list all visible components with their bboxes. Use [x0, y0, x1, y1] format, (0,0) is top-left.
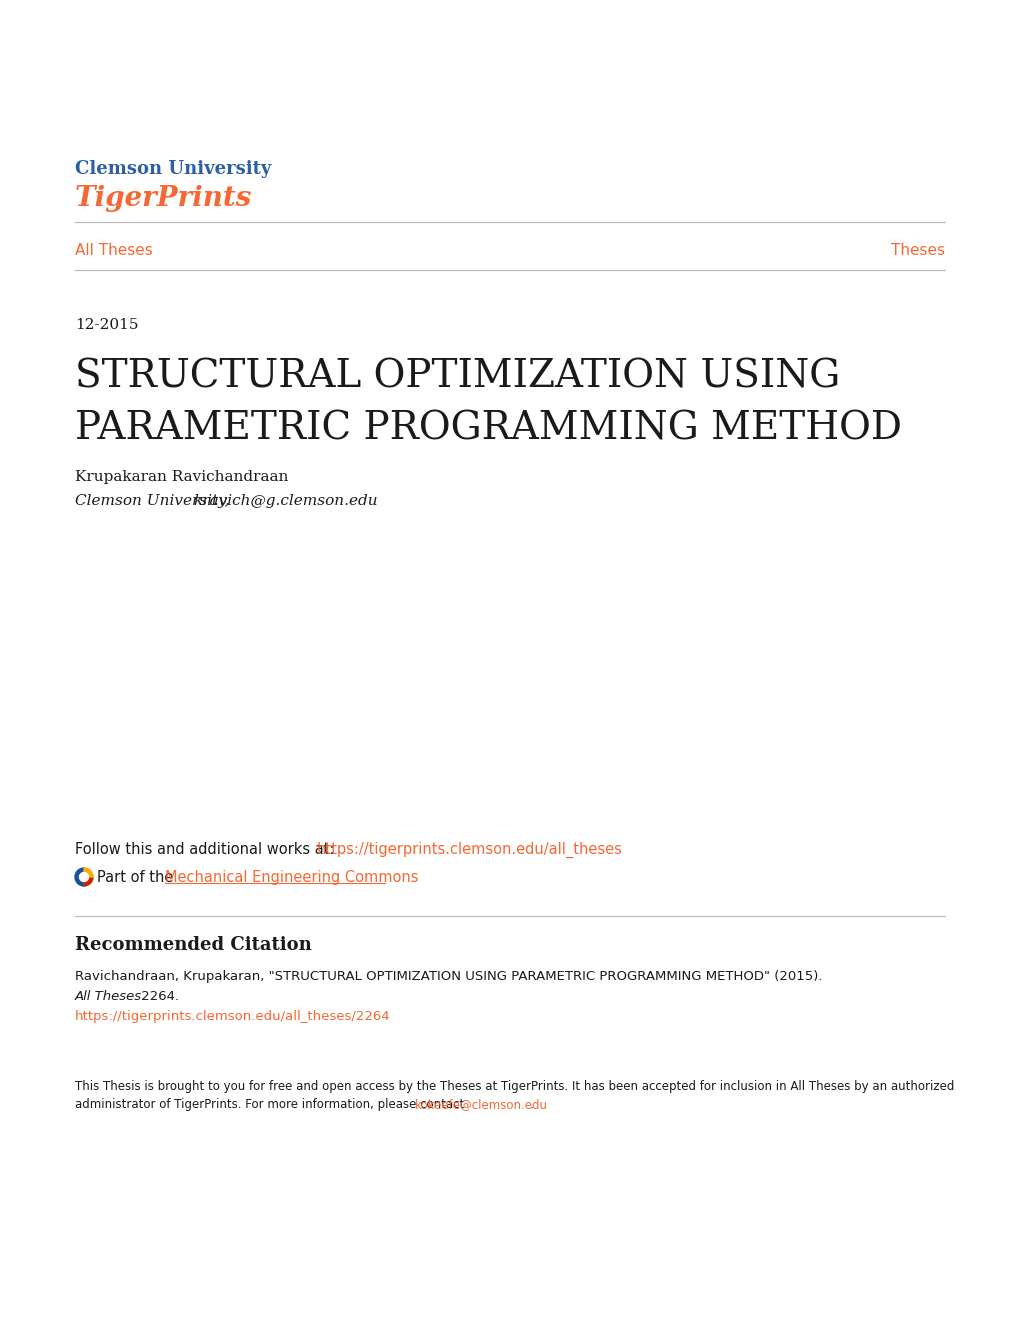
Text: STRUCTURAL OPTIMIZATION USING: STRUCTURAL OPTIMIZATION USING	[75, 358, 840, 395]
Text: Part of the: Part of the	[97, 870, 178, 884]
Text: Theses: Theses	[891, 243, 944, 257]
Wedge shape	[84, 869, 93, 876]
Text: administrator of TigerPrints. For more information, please contact: administrator of TigerPrints. For more i…	[75, 1098, 468, 1111]
Text: kravich@g.clemson.edu: kravich@g.clemson.edu	[193, 494, 377, 508]
Text: .: .	[530, 1098, 533, 1111]
Text: 12-2015: 12-2015	[75, 318, 139, 333]
Text: kokeefe@clemson.edu: kokeefe@clemson.edu	[415, 1098, 547, 1111]
Text: All Theses: All Theses	[75, 243, 153, 257]
Text: All Theses.: All Theses.	[75, 990, 147, 1003]
Circle shape	[79, 873, 89, 882]
Text: Clemson University,: Clemson University,	[75, 494, 234, 508]
Text: 2264.: 2264.	[137, 990, 179, 1003]
Text: Krupakaran Ravichandraan: Krupakaran Ravichandraan	[75, 470, 288, 484]
Text: TigerPrints: TigerPrints	[75, 185, 252, 213]
Text: This Thesis is brought to you for free and open access by the Theses at TigerPri: This Thesis is brought to you for free a…	[75, 1080, 954, 1093]
Text: https://tigerprints.clemson.edu/all_theses/2264: https://tigerprints.clemson.edu/all_thes…	[75, 1010, 390, 1023]
Text: Follow this and additional works at:: Follow this and additional works at:	[75, 842, 338, 857]
Wedge shape	[84, 876, 93, 886]
Text: Recommended Citation: Recommended Citation	[75, 936, 312, 954]
Text: Ravichandraan, Krupakaran, "STRUCTURAL OPTIMIZATION USING PARAMETRIC PROGRAMMING: Ravichandraan, Krupakaran, "STRUCTURAL O…	[75, 970, 821, 983]
Text: Clemson University: Clemson University	[75, 160, 271, 178]
Text: https://tigerprints.clemson.edu/all_theses: https://tigerprints.clemson.edu/all_thes…	[317, 842, 623, 858]
Text: Mechanical Engineering Commons: Mechanical Engineering Commons	[165, 870, 418, 884]
Text: PARAMETRIC PROGRAMMING METHOD: PARAMETRIC PROGRAMMING METHOD	[75, 411, 901, 447]
Wedge shape	[75, 869, 84, 886]
